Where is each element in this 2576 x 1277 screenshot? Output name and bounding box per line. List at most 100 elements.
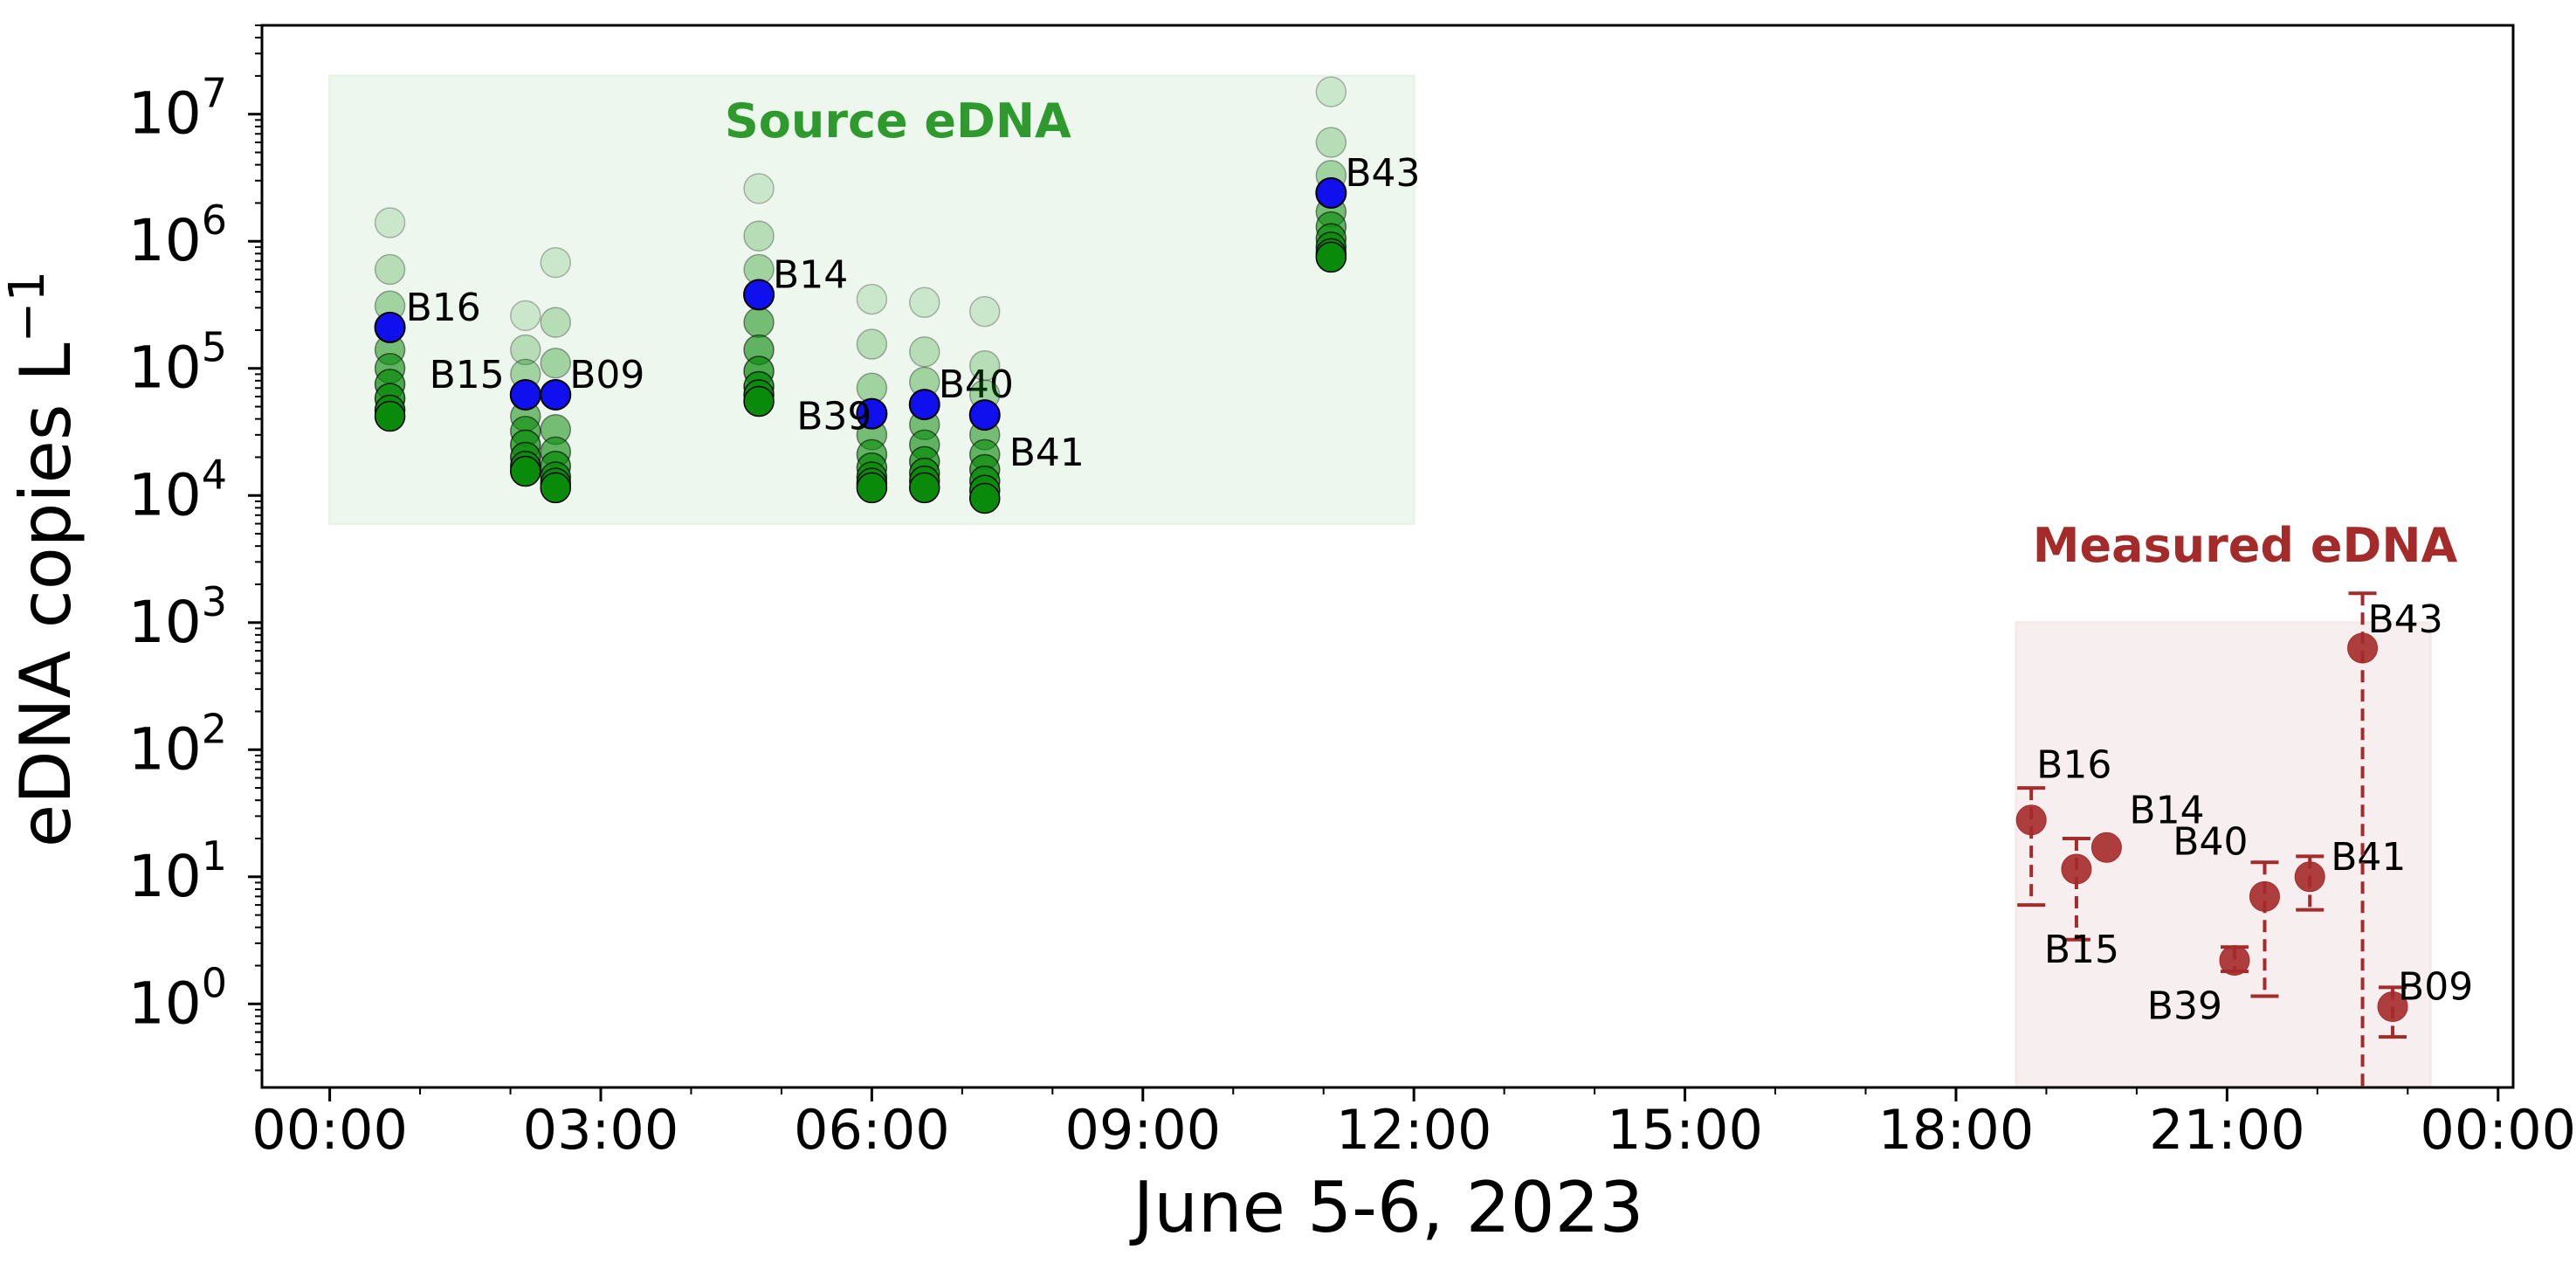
source-point-B14 bbox=[743, 307, 775, 338]
source-point-B09 bbox=[540, 347, 572, 379]
source-point-B09 bbox=[540, 246, 572, 279]
source-point-B39 bbox=[856, 472, 888, 504]
source-point-B09 bbox=[540, 472, 572, 504]
y-tick-base: 10 bbox=[128, 589, 202, 656]
y-tick-base: 10 bbox=[128, 715, 202, 783]
y-axis-label: eDNA copies L−1 bbox=[0, 271, 86, 847]
x-tick-label-6: 18:00 bbox=[1878, 1098, 2035, 1162]
source-point-B41 bbox=[968, 482, 1001, 514]
source-point-B14 bbox=[743, 385, 775, 418]
source-point-B41 bbox=[968, 349, 1001, 382]
source-point-B43 bbox=[1315, 76, 1347, 107]
y-tick-exp: 6 bbox=[202, 197, 227, 244]
y-tick-base: 10 bbox=[128, 970, 202, 1037]
source-point-B15 bbox=[510, 455, 541, 487]
source-point-B16 bbox=[374, 400, 406, 432]
x-axis-label: June 5-6, 2023 bbox=[1129, 1167, 1644, 1248]
x-tick-label-0: 00:00 bbox=[251, 1098, 408, 1162]
source-point-B43 bbox=[1315, 241, 1347, 273]
y-tick-label-1: 101 bbox=[128, 832, 227, 910]
source-point-B14 bbox=[743, 220, 775, 252]
x-tick-label-5: 15:00 bbox=[1607, 1098, 1763, 1162]
measured-point-B41 bbox=[2294, 861, 2325, 893]
source-label-B09: B09 bbox=[569, 353, 644, 397]
measured-point-B39 bbox=[2219, 944, 2250, 976]
measured-point-B14 bbox=[2090, 832, 2122, 863]
y-tick-exp: 1 bbox=[202, 832, 227, 880]
measured-series: B16 B15 B14 B39 B40 B41 B43 B09 bbox=[2015, 591, 2473, 1087]
y-tick-base: 10 bbox=[128, 80, 202, 148]
source-label-B39: B39 bbox=[796, 395, 871, 439]
plot-frame bbox=[260, 24, 2515, 1089]
source-highlight-B43 bbox=[1315, 176, 1347, 209]
source-highlight-B14 bbox=[743, 279, 775, 311]
y-tick-exp: 4 bbox=[202, 451, 227, 498]
source-label-B14: B14 bbox=[773, 252, 848, 297]
source-highlight-B39 bbox=[856, 397, 888, 430]
y-tick-label-4: 104 bbox=[128, 451, 227, 528]
source-label-B15: B15 bbox=[430, 353, 505, 397]
y-tick-label-3: 103 bbox=[128, 578, 227, 656]
y-tick-label-7: 107 bbox=[128, 70, 227, 148]
x-tick-label-7: 21:00 bbox=[2149, 1098, 2305, 1162]
source-point-B41 bbox=[968, 295, 1001, 328]
x-tick-label-8: 00:00 bbox=[2420, 1098, 2576, 1162]
source-point-B39 bbox=[856, 328, 888, 360]
measured-point-B15 bbox=[2061, 853, 2092, 885]
y-tick-label-2: 102 bbox=[128, 705, 227, 783]
y-axis-label-text: eDNA copies L bbox=[5, 342, 86, 847]
y-tick-base: 10 bbox=[128, 843, 202, 910]
source-series: B16 B15 B09 B14 B39 B40 B41 B43 bbox=[374, 76, 1421, 514]
y-tick-label-0: 100 bbox=[128, 959, 227, 1037]
source-highlight-B16 bbox=[374, 311, 406, 343]
source-point-B14 bbox=[743, 173, 775, 204]
source-point-B16 bbox=[374, 207, 406, 238]
source-point-B15 bbox=[510, 300, 541, 332]
region-label-0: Source eDNA bbox=[725, 93, 1071, 148]
x-tick-label-3: 09:00 bbox=[1064, 1098, 1221, 1162]
measured-label-B16: B16 bbox=[2036, 743, 2111, 788]
source-point-B39 bbox=[856, 283, 888, 315]
measured-label-B15: B15 bbox=[2044, 928, 2119, 972]
measured-label-B43: B43 bbox=[2368, 597, 2443, 642]
source-highlight-B09 bbox=[540, 378, 572, 411]
source-point-B16 bbox=[374, 253, 406, 286]
source-label-B41: B41 bbox=[1009, 431, 1085, 475]
source-point-B40 bbox=[908, 472, 940, 504]
region-label-1: Measured eDNA bbox=[2033, 518, 2458, 573]
measured-point-B40 bbox=[2249, 880, 2280, 912]
source-highlight-B41 bbox=[968, 399, 1001, 431]
y-axis-label-superscript: −1 bbox=[0, 271, 56, 343]
measured-label-B41: B41 bbox=[2331, 835, 2406, 880]
source-label-B16: B16 bbox=[406, 286, 481, 330]
x-axis-ticks: 00:00 03:00 06:00 09:00 12:00 15:00 18:00 21:00… bbox=[251, 1087, 2576, 1162]
measured-point-B09 bbox=[2377, 991, 2408, 1023]
y-tick-exp: 0 bbox=[202, 959, 227, 1006]
source-point-B43 bbox=[1315, 127, 1347, 158]
y-tick-label-5: 105 bbox=[128, 324, 227, 402]
y-tick-exp: 3 bbox=[202, 578, 227, 625]
y-tick-exp: 7 bbox=[202, 70, 227, 117]
source-label-B40: B40 bbox=[939, 362, 1014, 407]
measured-label-B39: B39 bbox=[2147, 984, 2222, 1028]
source-label-B43: B43 bbox=[1345, 151, 1420, 196]
x-tick-label-2: 06:00 bbox=[794, 1098, 950, 1162]
source-highlight-B40 bbox=[908, 389, 940, 421]
measured-label-B09: B09 bbox=[2398, 965, 2473, 1010]
source-highlight-B15 bbox=[509, 378, 541, 411]
y-tick-exp: 5 bbox=[202, 324, 227, 371]
y-tick-label-6: 106 bbox=[128, 197, 227, 274]
source-point-B40 bbox=[908, 336, 940, 368]
measured-label-B14: B14 bbox=[2129, 788, 2204, 832]
y-tick-base: 10 bbox=[128, 335, 202, 402]
x-tick-label-1: 03:00 bbox=[523, 1098, 679, 1162]
y-tick-base: 10 bbox=[128, 461, 202, 528]
measured-point-B16 bbox=[2015, 804, 2047, 836]
source-point-B09 bbox=[540, 307, 572, 338]
region-labels: Source eDNA Measured eDNA bbox=[725, 93, 2458, 573]
axes bbox=[260, 24, 2515, 1089]
measured-label-B40: B40 bbox=[2173, 819, 2248, 864]
source-point-B40 bbox=[908, 286, 940, 319]
